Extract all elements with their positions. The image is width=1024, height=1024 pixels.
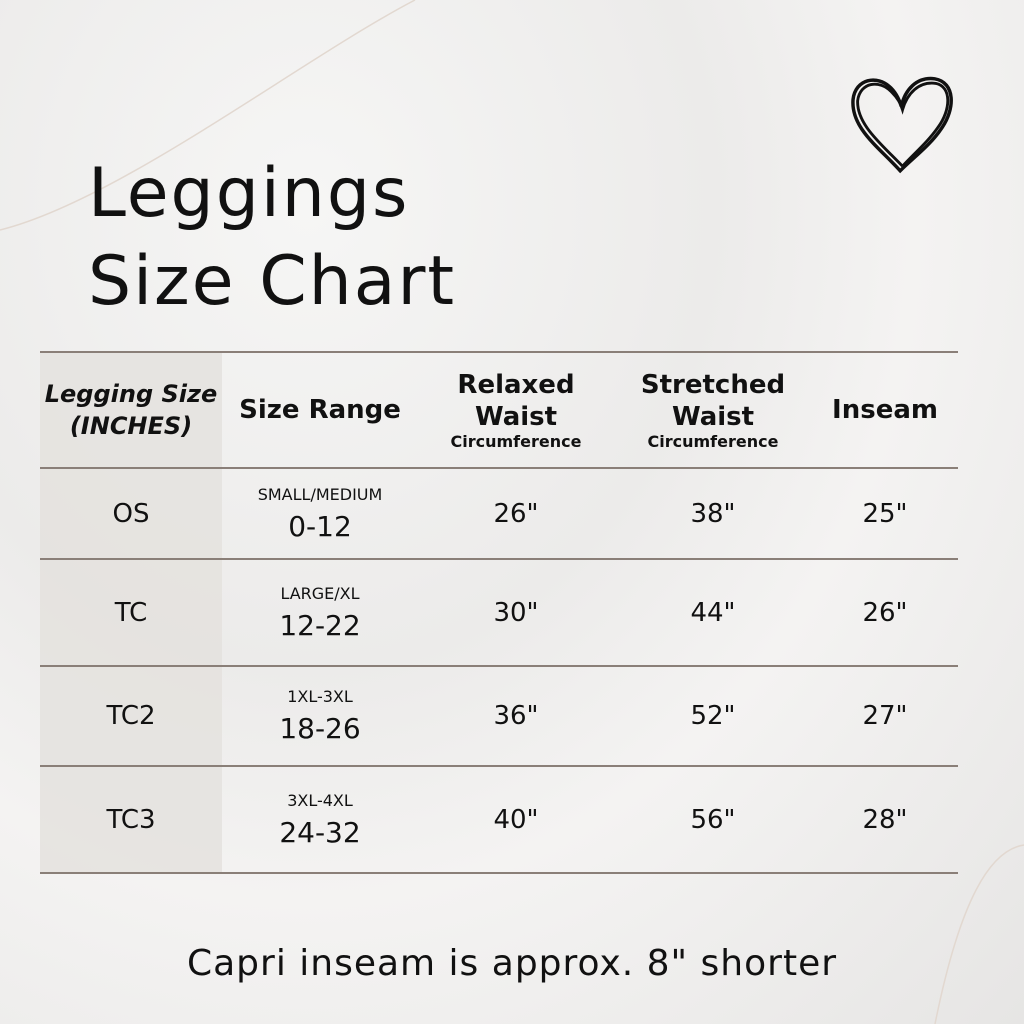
decorative-arc [0, 0, 416, 231]
table-row: TC2 1XL-3XL 18-26 36" 52" 27" [40, 665, 958, 767]
cell-size: TC [40, 558, 222, 667]
cell-relaxed-waist: 40" [418, 765, 614, 874]
table-header-row: Legging Size (INCHES) Size Range Relaxed… [40, 351, 958, 469]
range-label: LARGE/XL [280, 583, 360, 603]
header-stretched-waist-label: Stretched Waist [640, 370, 786, 432]
heart-icon [851, 76, 953, 174]
header-relaxed-waist: Relaxed Waist Circumference [418, 351, 614, 469]
cell-relaxed-waist: 26" [418, 467, 614, 560]
cell-size: TC3 [40, 765, 222, 874]
cell-size-range: LARGE/XL 12-22 [222, 558, 418, 667]
cell-size-range: SMALL/MEDIUM 0-12 [222, 467, 418, 560]
cell-size: TC2 [40, 665, 222, 767]
cell-inseam: 27" [812, 665, 958, 767]
title-line-2: Size Chart [88, 242, 457, 321]
range-value: 0-12 [288, 509, 352, 543]
cell-size: OS [40, 467, 222, 560]
header-inseam: Inseam [812, 351, 958, 469]
cell-size-range: 1XL-3XL 18-26 [222, 665, 418, 767]
title-line-1: Leggings [88, 154, 410, 233]
range-value: 24-32 [279, 815, 361, 849]
cell-size-range: 3XL-4XL 24-32 [222, 765, 418, 874]
cell-stretched-waist: 56" [614, 765, 812, 874]
size-table: Legging Size (INCHES) Size Range Relaxed… [40, 351, 958, 874]
header-legging-size: Legging Size (INCHES) [40, 351, 222, 469]
table-row: TC LARGE/XL 12-22 30" 44" 26" [40, 558, 958, 667]
table-row: TC3 3XL-4XL 24-32 40" 56" 28" [40, 765, 958, 874]
cell-inseam: 26" [812, 558, 958, 667]
header-relaxed-waist-sub: Circumference [450, 432, 582, 451]
page-title: Leggings Size Chart [88, 150, 456, 326]
cell-inseam: 28" [812, 765, 958, 874]
header-size-range: Size Range [222, 351, 418, 469]
cell-relaxed-waist: 36" [418, 665, 614, 767]
range-label: SMALL/MEDIUM [257, 484, 383, 504]
range-label: 3XL-4XL [287, 790, 353, 810]
range-value: 12-22 [279, 608, 361, 642]
cell-inseam: 25" [812, 467, 958, 560]
range-label: 1XL-3XL [287, 687, 353, 706]
capri-note: Capri inseam is approx. 8" shorter [186, 943, 838, 984]
cell-stretched-waist: 52" [614, 665, 812, 767]
cell-stretched-waist: 38" [614, 467, 812, 560]
decorative-arc [934, 844, 1024, 1024]
cell-stretched-waist: 44" [614, 558, 812, 667]
range-value: 18-26 [279, 712, 361, 745]
header-relaxed-waist-label: Relaxed Waist [457, 370, 575, 432]
table-row: OS SMALL/MEDIUM 0-12 26" 38" 25" [40, 467, 958, 560]
header-stretched-waist: Stretched Waist Circumference [614, 351, 812, 469]
cell-relaxed-waist: 30" [418, 558, 614, 667]
header-stretched-waist-sub: Circumference [647, 432, 779, 451]
